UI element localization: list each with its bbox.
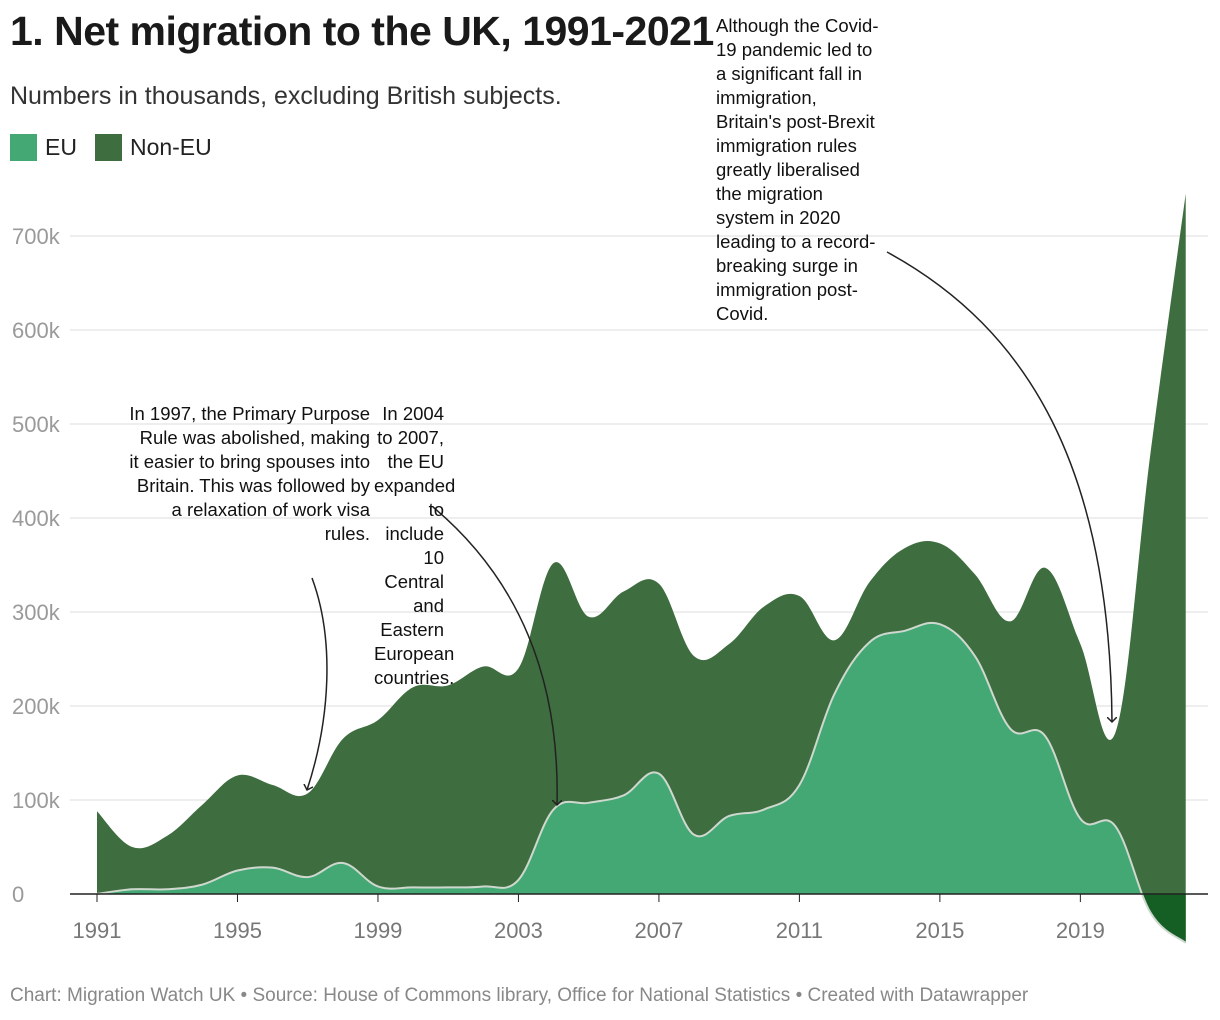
y-tick-label-500: 500k: [12, 412, 61, 437]
annotation-eu-expansion: In 2004 to 2007, the EU expanded to incl…: [374, 403, 456, 688]
annotation-arrow-primary-purpose: [307, 577, 328, 790]
legend-item-non-eu: Non-EU: [94, 134, 212, 161]
chart-footer: Chart: Migration Watch UK • Source: Hous…: [10, 985, 1029, 1006]
x-tick-label-2003: 2003: [494, 918, 543, 943]
x-tick-label-1999: 1999: [353, 918, 402, 943]
series-line-eu: [96, 621, 1187, 944]
legend-label-eu: EU: [45, 134, 77, 160]
annotation-primary-purpose: In 1997, the Primary Purpose Rule was ab…: [129, 403, 370, 544]
y-tick-label-300: 300k: [12, 600, 61, 625]
series-area-non-eu: [97, 193, 1186, 943]
chart-title: 1. Net migration to the UK, 1991-2021: [10, 8, 714, 54]
legend-item-eu: EU: [10, 134, 77, 161]
chart-subtitle: Numbers in thousands, excluding British …: [10, 82, 562, 110]
legend-swatch-eu: [10, 134, 37, 161]
series-area-eu: [97, 622, 1186, 894]
y-tick-label-0: 0: [12, 882, 24, 907]
y-tick-label-600: 600k: [12, 318, 61, 343]
y-tick-label-400: 400k: [12, 506, 61, 531]
annotation-arrow-covid: [886, 251, 1112, 722]
x-tick-label-2007: 2007: [634, 918, 683, 943]
annotation-covid: Although the Covid-19 pandemic led to a …: [716, 15, 879, 324]
x-tick-label-2011: 2011: [776, 918, 823, 943]
legend-swatch-non-eu: [94, 134, 122, 161]
annotation-arrow-eu-expansion: [432, 506, 557, 805]
legend-label-non-eu: Non-EU: [129, 134, 212, 160]
y-tick-label-100: 100k: [12, 788, 61, 813]
legend: EU Non-EU: [10, 134, 230, 161]
y-tick-label-200: 200k: [12, 694, 61, 719]
x-tick-label-2019: 2019: [1056, 918, 1105, 943]
y-tick-label-700: 700k: [12, 224, 61, 249]
x-tick-label-2015: 2015: [915, 918, 964, 943]
x-tick-label-1991: 1991: [73, 918, 122, 943]
x-tick-label-1995: 1995: [213, 918, 262, 943]
